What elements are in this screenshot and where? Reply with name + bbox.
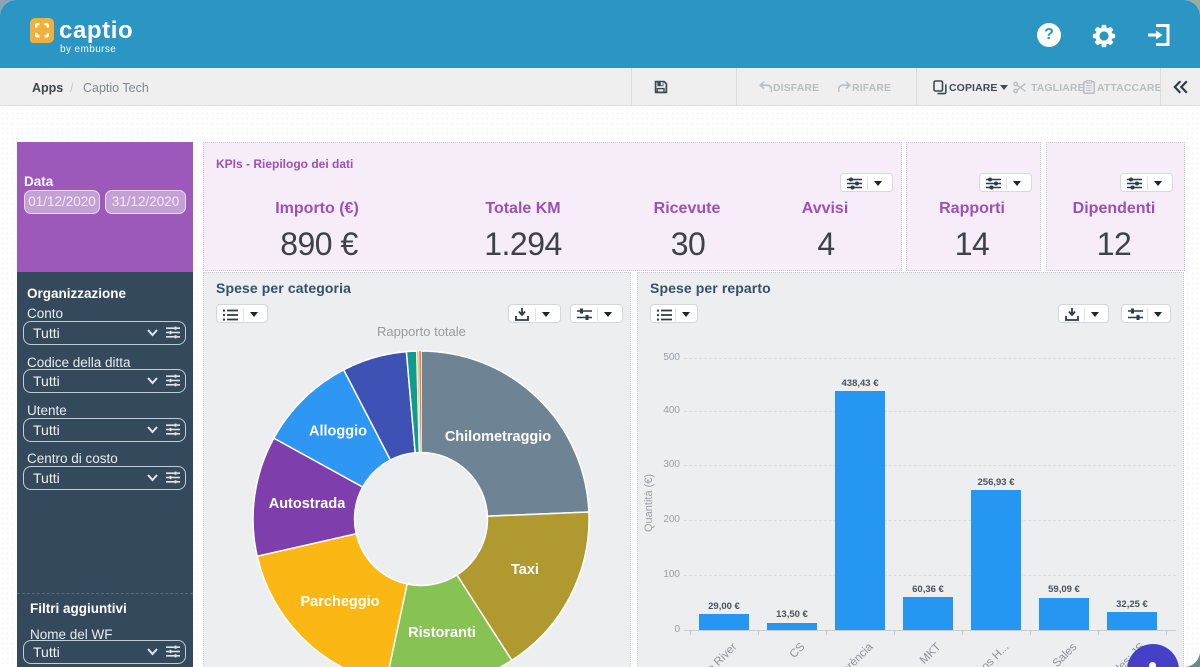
svg-text:Parcheggio: Parcheggio: [301, 594, 380, 610]
svg-text:Taxi: Taxi: [511, 562, 539, 578]
svg-text:Chilometraggio: Chilometraggio: [445, 429, 551, 445]
svg-text:Ristoranti: Ristoranti: [408, 625, 476, 641]
svg-text:Alloggio: Alloggio: [309, 424, 367, 440]
svg-text:Autostrada: Autostrada: [269, 496, 346, 512]
